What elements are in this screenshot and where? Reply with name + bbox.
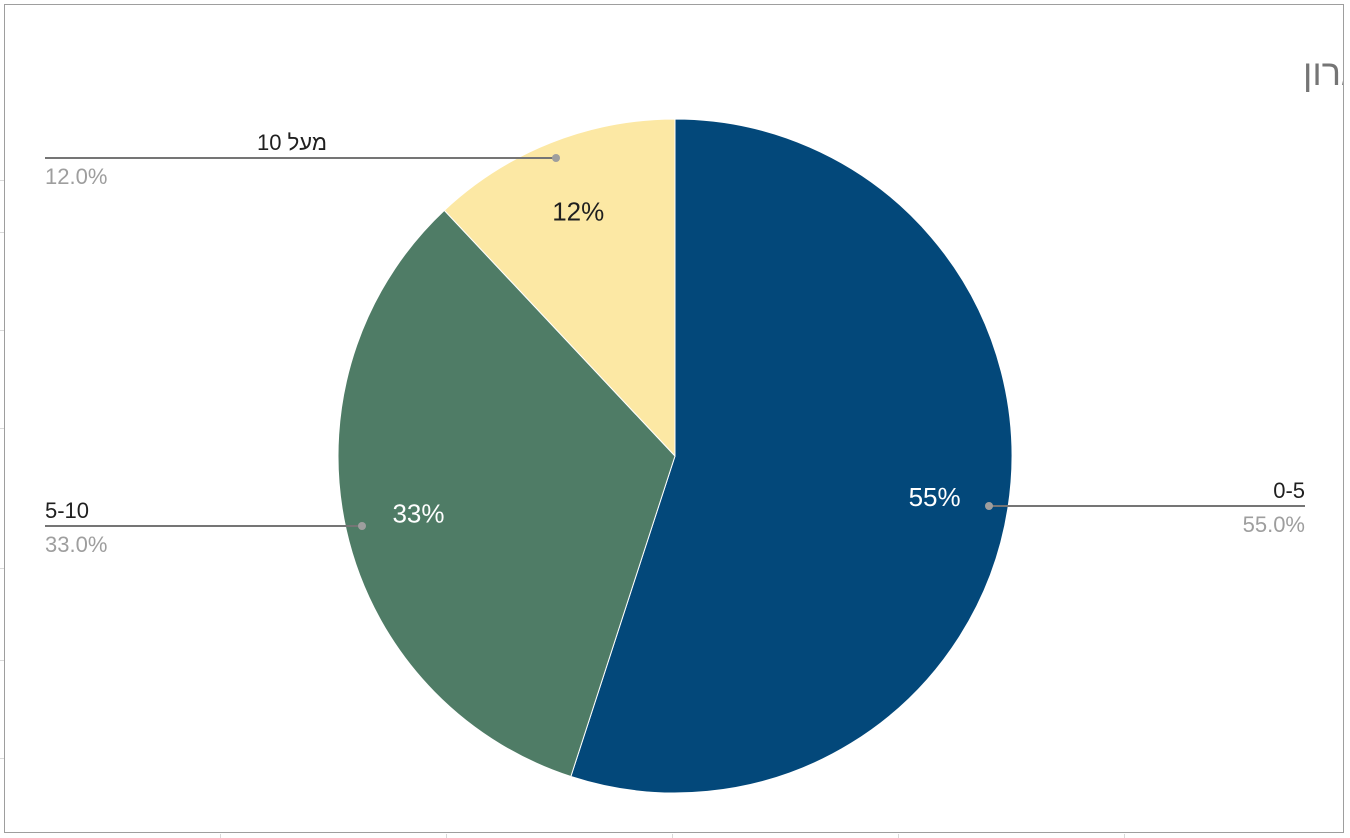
- grid-tick: [672, 834, 673, 838]
- slice-percent-label: 33%: [392, 498, 444, 528]
- grid-tick: [0, 232, 5, 233]
- leader-dot: [552, 154, 560, 162]
- legend-label: 5-10: [45, 498, 89, 523]
- grid-tick: [0, 330, 5, 331]
- pie-slice-0-5[interactable]: [570, 118, 1013, 794]
- pie-chart-svg: כמה זוגות גרביים יש לכם בארון 55%33%12% …: [45, 52, 1343, 794]
- grid-tick: [898, 834, 899, 838]
- grid-tick: [0, 758, 5, 759]
- grid-tick: [0, 568, 5, 569]
- pie-chart[interactable]: כמה זוגות גרביים יש לכם בארון 55%33%12% …: [4, 4, 1344, 833]
- leader-dot: [985, 502, 993, 510]
- grid-tick: [0, 180, 5, 181]
- leader-legend: 0-5 55.0% 5-10 33.0% מעל 10 12.0%: [45, 130, 1305, 557]
- grid-tick: [0, 660, 5, 661]
- legend-percent: 33.0%: [45, 532, 107, 557]
- legend-label: מעל 10: [257, 130, 327, 155]
- legend-percent: 12.0%: [45, 164, 107, 189]
- slice-percent-label: 12%: [552, 197, 604, 227]
- leader-dot: [358, 522, 366, 530]
- pie-slice-10[interactable]: [443, 118, 676, 458]
- legend-percent: 55.0%: [1243, 512, 1305, 537]
- grid-tick: [0, 428, 5, 429]
- grid-tick: [1124, 834, 1125, 838]
- slice-labels: 55% 33% 12%: [392, 197, 960, 529]
- grid-tick: [446, 834, 447, 838]
- pie-slices: [337, 118, 1013, 794]
- slice-percent-label: 55%: [909, 482, 961, 512]
- grid-tick: [220, 834, 221, 838]
- chart-title: כמה זוגות גרביים יש לכם בארון: [1303, 52, 1343, 93]
- legend-label: 0-5: [1273, 478, 1305, 503]
- pie-slice-5-10[interactable]: [337, 209, 676, 778]
